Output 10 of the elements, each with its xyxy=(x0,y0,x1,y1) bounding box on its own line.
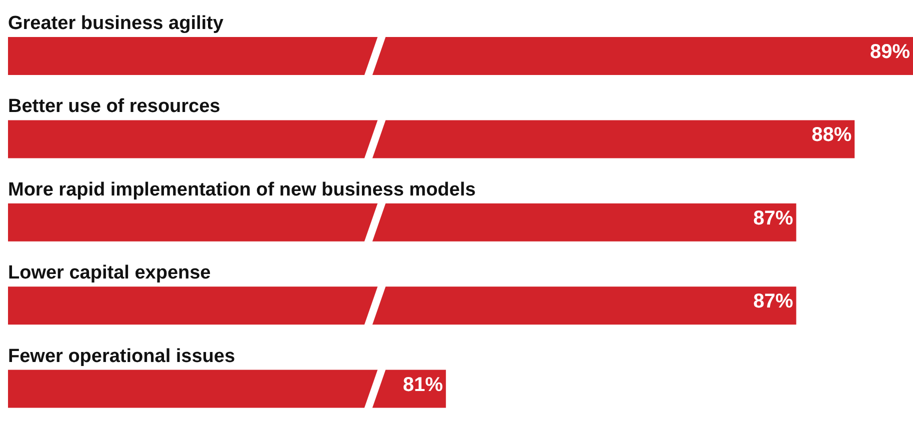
y-tick-label: Fewer operational issues xyxy=(8,346,236,367)
data-label: 89% xyxy=(870,41,910,63)
y-tick-label: Better use of resources xyxy=(8,96,220,118)
y-tick-label: Lower capital expense xyxy=(8,262,211,284)
y-tick-label: Greater business agility xyxy=(8,13,224,34)
data-label: 87% xyxy=(753,207,794,230)
data-label: 81% xyxy=(402,374,444,396)
data-label: 88% xyxy=(812,124,852,146)
data-label: 87% xyxy=(753,290,794,313)
y-tick-label: More rapid implementation of new business models xyxy=(8,179,476,200)
